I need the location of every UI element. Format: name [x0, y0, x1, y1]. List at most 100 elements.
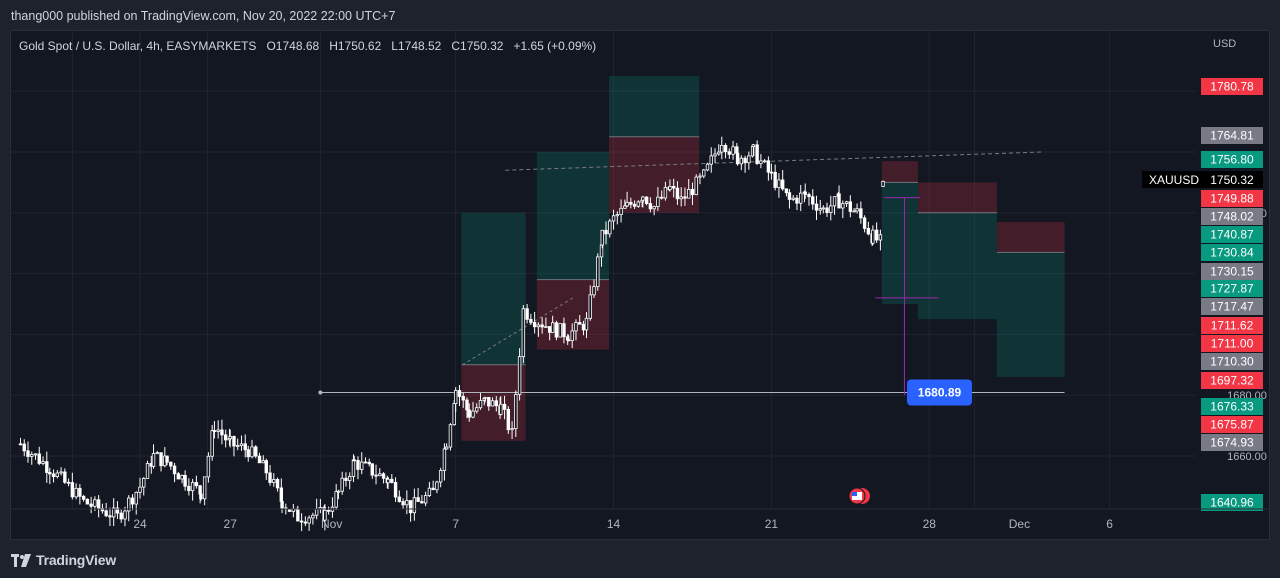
symbol-legend[interactable]: Gold Spot / U.S. Dollar, 4h, EASYMARKETS…	[19, 39, 596, 53]
candle-body	[243, 443, 247, 451]
position-profit-zone[interactable]	[461, 212, 526, 365]
price-label-red[interactable]	[1201, 416, 1263, 433]
price-label-text: 1764.81	[1210, 129, 1254, 143]
candle-body	[859, 208, 863, 219]
price-label-grey[interactable]	[1201, 298, 1263, 315]
candle-body	[268, 472, 272, 483]
price-label-green[interactable]	[1201, 151, 1263, 168]
candle-body	[257, 455, 262, 464]
price-label-green[interactable]	[1201, 244, 1263, 261]
candle-body	[303, 521, 308, 524]
candle-body	[246, 449, 250, 458]
candle-body	[340, 477, 344, 492]
neckline-trendline[interactable]	[505, 151, 1043, 171]
candle-body	[821, 207, 825, 210]
position-profit-zone[interactable]	[609, 76, 700, 137]
candle-body	[199, 493, 203, 500]
position-risk-zone[interactable]	[609, 136, 700, 213]
candle-body	[517, 356, 522, 395]
symbol-last-price-tag[interactable]	[1142, 171, 1263, 188]
candle-body	[272, 479, 276, 483]
candle-body	[280, 501, 284, 509]
candle-body	[431, 487, 435, 491]
candle-body	[360, 461, 364, 470]
price-label-red[interactable]	[1201, 335, 1263, 352]
horizontal-line-anchor[interactable]	[318, 390, 323, 395]
price-label-green[interactable]	[1201, 280, 1263, 297]
position-profit-zone[interactable]	[917, 212, 997, 320]
candle-body	[683, 196, 687, 199]
candle-body	[656, 196, 660, 207]
tradingview-logo[interactable]: TradingView	[11, 552, 116, 568]
candle-body	[791, 197, 795, 200]
candle-body	[314, 508, 319, 516]
candle-body	[881, 181, 885, 187]
horizontal-line-price-tag[interactable]	[907, 379, 972, 406]
candle-body	[636, 201, 641, 207]
candle-body	[483, 396, 487, 399]
candle-body	[773, 171, 777, 188]
candle-body	[22, 443, 26, 452]
candle-body	[663, 187, 668, 199]
price-label-grey[interactable]	[1201, 434, 1263, 451]
candle-body	[363, 461, 368, 464]
candle-body	[780, 179, 785, 190]
chart-canvas[interactable]: 1680.891740.001680.001660.001780.781764.…	[11, 31, 1270, 540]
price-label-text: 1717.47	[1210, 300, 1254, 314]
candle-body	[818, 208, 822, 211]
price-label-grey[interactable]	[1201, 127, 1263, 144]
candle-body	[264, 460, 268, 474]
price-label-text: 1711.62	[1211, 319, 1254, 333]
price-label-red[interactable]	[1201, 190, 1263, 207]
price-label-grey[interactable]	[1201, 353, 1263, 370]
candle-body	[554, 322, 559, 338]
price-label-text: 1675.87	[1210, 418, 1254, 432]
tradingview-logo-icon	[11, 553, 31, 567]
position-risk-zone[interactable]	[917, 182, 997, 213]
candle-body	[727, 151, 732, 155]
candle-body	[465, 399, 469, 411]
candle-body	[279, 487, 284, 502]
candle-body	[841, 203, 845, 209]
close-key: C	[451, 39, 461, 53]
candle-body	[769, 171, 774, 174]
candle-body	[93, 499, 97, 507]
candle-body	[807, 194, 811, 198]
candle-body	[127, 497, 131, 512]
candle-body	[134, 491, 138, 505]
candle-body	[420, 501, 424, 504]
position-profit-zone[interactable]	[881, 182, 918, 304]
price-label-red[interactable]	[1201, 317, 1263, 334]
candle-body	[525, 308, 529, 320]
candle-body	[115, 507, 120, 514]
candle-body	[632, 203, 637, 207]
candle-body	[190, 482, 195, 492]
price-label-grey[interactable]	[1201, 263, 1263, 280]
candle-body	[762, 160, 767, 163]
candle-body	[142, 478, 146, 488]
candle-body	[521, 308, 526, 358]
candle-body	[874, 229, 879, 241]
candle-body	[478, 400, 483, 409]
price-label-grey[interactable]	[1201, 208, 1263, 225]
candle-body	[578, 322, 582, 325]
candle-body	[735, 152, 740, 165]
position-risk-zone[interactable]	[881, 161, 918, 183]
candle-body	[169, 461, 173, 467]
candle-body	[323, 509, 327, 521]
price-label-green[interactable]	[1201, 226, 1263, 243]
chart-area[interactable]: 1680.891740.001680.001660.001780.781764.…	[10, 30, 1270, 540]
price-label-red[interactable]	[1201, 372, 1263, 389]
candle-body	[48, 472, 52, 475]
price-label-green[interactable]	[1201, 398, 1263, 415]
candle-body	[296, 509, 300, 522]
candle-body	[581, 323, 586, 331]
candle-body	[435, 481, 439, 491]
position-risk-zone[interactable]	[996, 221, 1065, 253]
candle-body	[717, 151, 721, 155]
position-profit-zone[interactable]	[996, 252, 1065, 377]
price-label-green[interactable]	[1201, 494, 1263, 511]
price-label-red[interactable]	[1201, 78, 1263, 95]
candle-body	[151, 453, 156, 467]
candle-body	[759, 160, 763, 165]
